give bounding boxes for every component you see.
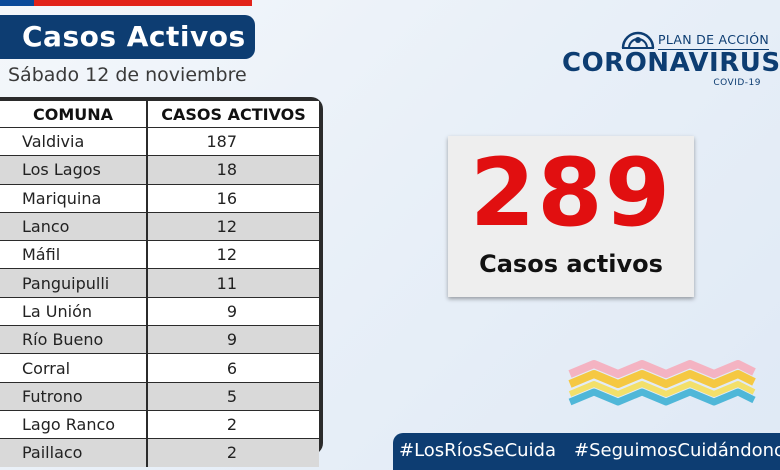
- casos-cell: 18: [147, 155, 319, 185]
- hashtag-seguimos: #SeguimosCuidándonos: [574, 440, 780, 461]
- comuna-cell: La Unión: [0, 296, 148, 326]
- table-row: Futrono 5: [0, 381, 319, 411]
- hashtag-banner: #LosRíosSeCuida #SeguimosCuidándonos: [393, 433, 780, 470]
- casos-cell: 2: [147, 438, 319, 467]
- comuna-cell: Río Bueno: [0, 325, 148, 354]
- page-title: Casos Activos: [0, 15, 255, 59]
- table-row: Corral 6: [0, 353, 319, 383]
- table-row: Valdivia 187: [0, 126, 319, 156]
- casos-cell: 12: [147, 211, 319, 241]
- total-active-cases-label: Casos activos: [479, 250, 663, 278]
- comuna-cell: Lanco: [0, 211, 148, 241]
- table-row: Lago Ranco 2: [0, 409, 319, 439]
- comuna-cell: Paillaco: [0, 438, 148, 467]
- hashtag-los-rios: #LosRíosSeCuida: [399, 440, 557, 461]
- table-row: La Unión 9: [0, 296, 319, 326]
- comuna-cell: Futrono: [0, 381, 148, 411]
- total-active-cases-number: 289: [469, 139, 673, 248]
- casos-cell: 11: [147, 268, 319, 298]
- casos-cell: 5: [147, 381, 319, 411]
- column-header-casos: CASOS ACTIVOS: [147, 101, 319, 128]
- comuna-cell: Los Lagos: [0, 155, 148, 185]
- table-row: Mariquina 16: [0, 183, 319, 213]
- casos-cell: 9: [147, 296, 319, 326]
- cases-table-container: COMUNA CASOS ACTIVOS Valdivia 187 Los Lag…: [0, 97, 323, 467]
- casos-cell: 187: [147, 126, 319, 156]
- report-date: Sábado 12 de noviembre: [8, 64, 247, 86]
- table-row: Máfil 12: [0, 240, 319, 269]
- casos-cell: 9: [147, 325, 319, 354]
- flag-stripe-red: [34, 0, 252, 6]
- government-seal-icon: [621, 31, 655, 49]
- logo-coronavirus-text: CORONAVIRUS: [562, 48, 780, 78]
- flag-stripe-blue: [0, 0, 34, 6]
- table-row: Los Lagos 18: [0, 155, 319, 185]
- casos-cell: 2: [147, 409, 319, 439]
- flag-stripe: [0, 0, 252, 6]
- logo-covid-text: COVID-19: [713, 78, 761, 88]
- comuna-cell: Corral: [0, 353, 148, 383]
- comuna-cell: Valdivia: [0, 126, 148, 156]
- plan-coronavirus-logo: PLAN DE ACCIÓN CORONAVIRUS COVID-19: [560, 26, 780, 91]
- casos-cell: 16: [147, 183, 319, 213]
- column-header-comuna: COMUNA: [0, 101, 148, 128]
- table-row: Panguipulli 11: [0, 268, 319, 298]
- comuna-cell: Mariquina: [0, 183, 148, 213]
- comuna-cell: Máfil: [0, 240, 148, 269]
- table-header-row: COMUNA CASOS ACTIVOS: [0, 101, 319, 128]
- casos-cell: 6: [147, 353, 319, 383]
- total-active-cases-card: 289 Casos activos: [448, 136, 694, 297]
- table-row: Lanco 12: [0, 211, 319, 241]
- logo-plan-text: PLAN DE ACCIÓN: [658, 32, 770, 50]
- comuna-cell: Lago Ranco: [0, 409, 148, 439]
- cases-table: COMUNA CASOS ACTIVOS Valdivia 187 Los Lag…: [0, 101, 319, 467]
- table-row: Paillaco 2: [0, 438, 319, 467]
- comuna-cell: Panguipulli: [0, 268, 148, 298]
- casos-cell: 12: [147, 240, 319, 269]
- table-row: Río Bueno 9: [0, 325, 319, 354]
- regional-waves-graphic: [568, 360, 756, 406]
